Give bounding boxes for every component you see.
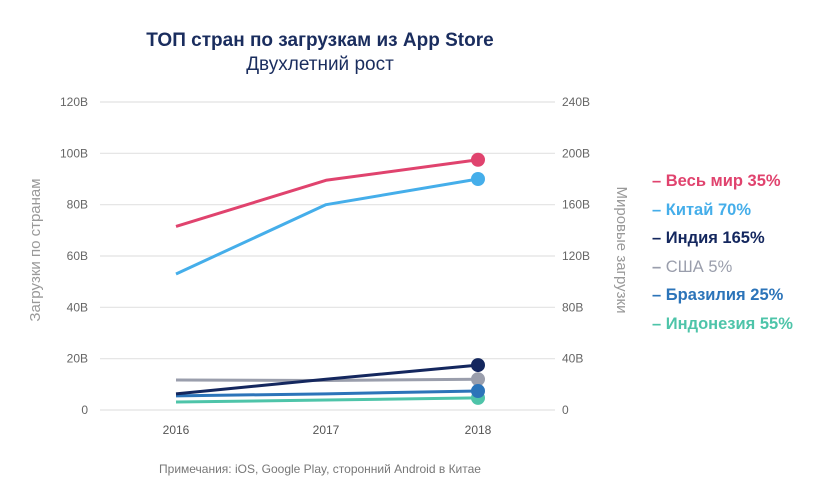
y-tick-label-left: 100B bbox=[60, 146, 88, 160]
series-end-marker bbox=[471, 172, 485, 186]
series-line bbox=[175, 396, 479, 404]
series-line bbox=[175, 158, 479, 228]
legend-label: Индия 165% bbox=[665, 229, 765, 247]
y-tick-label-left: 40B bbox=[67, 300, 88, 314]
chart-subtitle: Двухлетний рост bbox=[246, 54, 394, 75]
legend-label: Весь мир 35% bbox=[665, 172, 781, 190]
y-tick-label-right: 160B bbox=[562, 198, 590, 212]
series-end-marker bbox=[471, 372, 485, 387]
legend-item: – США 5% bbox=[652, 258, 793, 287]
legend-item: – Индия 165% bbox=[652, 229, 793, 258]
chart-note: Примечания: iOS, Google Play, сторонний … bbox=[159, 462, 481, 476]
legend-label: Китай 70% bbox=[665, 200, 751, 219]
y-tick-label-right: 80B bbox=[562, 300, 583, 314]
y-tick-label-left: 80B bbox=[67, 198, 88, 212]
legend-item: – Весь мир 35% bbox=[652, 172, 793, 201]
x-tick-label: 2017 bbox=[313, 423, 340, 437]
legend-dash-icon: – bbox=[652, 257, 666, 276]
series-end-marker bbox=[471, 152, 485, 167]
y-axis-label-left: Загрузки по странам bbox=[27, 178, 44, 321]
legend-item: – Бразилия 25% bbox=[652, 286, 793, 315]
y-tick-label-right: 240B bbox=[562, 95, 590, 109]
x-tick-label: 2018 bbox=[465, 423, 492, 437]
x-tick-label: 2016 bbox=[163, 423, 190, 437]
legend-dash-icon: – bbox=[652, 172, 666, 190]
legend-dash-icon: – bbox=[652, 314, 666, 333]
y-tick-label-right: 40B bbox=[562, 352, 583, 366]
y-axis-label-right: Мировые загрузки bbox=[613, 186, 630, 313]
series-line bbox=[175, 177, 479, 276]
chart-title: ТОП стран по загрузкам из App Store bbox=[146, 30, 494, 51]
legend: – Весь мир 35% – Китай 70% – Индия 165% … bbox=[652, 172, 793, 343]
series-line bbox=[175, 363, 479, 396]
legend-dash-icon: – bbox=[652, 200, 666, 219]
y-tick-label-right: 0 bbox=[562, 403, 569, 417]
y-tick-label-right: 120B bbox=[562, 249, 590, 263]
legend-item: – Индонезия 55% bbox=[652, 315, 793, 344]
series-end-marker bbox=[471, 358, 485, 373]
legend-dash-icon: – bbox=[652, 229, 666, 247]
y-tick-label-right: 200B bbox=[562, 146, 590, 160]
legend-label: Бразилия 25% bbox=[665, 286, 784, 304]
series-end-marker bbox=[471, 384, 485, 399]
y-tick-label-left: 120B bbox=[60, 95, 88, 109]
legend-dash-icon: – bbox=[652, 286, 666, 304]
legend-label: Индонезия 55% bbox=[665, 314, 793, 333]
y-tick-label-left: 60B bbox=[67, 249, 88, 263]
y-tick-label-left: 20B bbox=[67, 352, 88, 366]
legend-item: – Китай 70% bbox=[652, 201, 793, 230]
series-line bbox=[175, 389, 479, 398]
legend-label: США 5% bbox=[665, 257, 733, 276]
y-tick-label-left: 0 bbox=[81, 403, 88, 417]
